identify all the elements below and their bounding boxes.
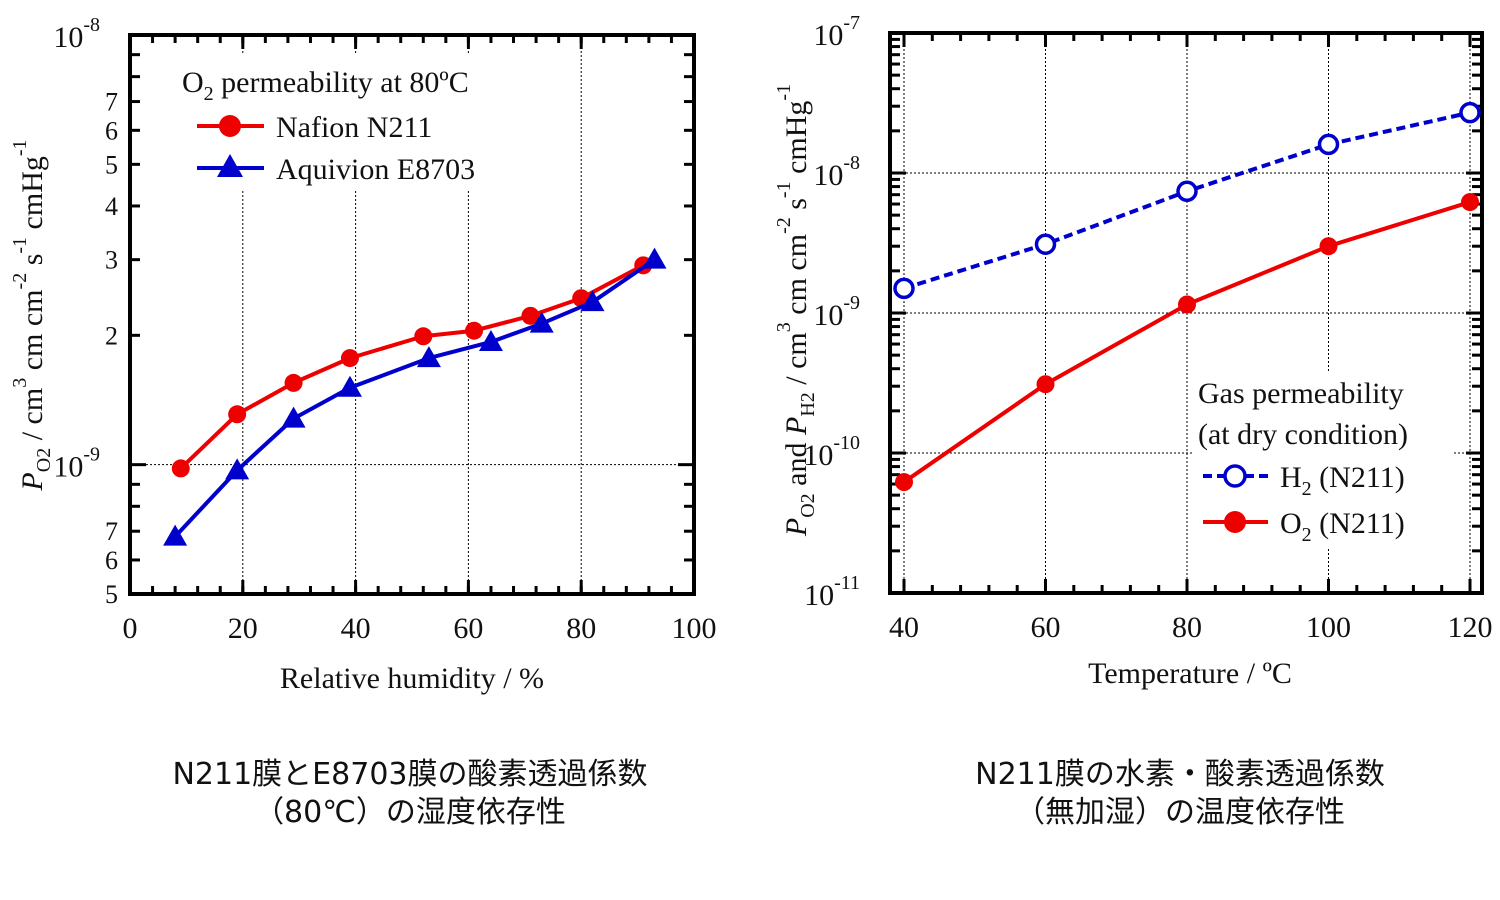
left-series-1-point <box>642 247 667 269</box>
left-series-1-point <box>281 406 306 428</box>
left-x-tick-label: 60 <box>453 612 483 645</box>
right-chart: 40 60 80 100 120 10-7 10-8 10-9 10-10 10-11 Temp… <box>773 12 1493 690</box>
right-y-axis-title: PO2 and PH2 / cm3 cm cm-2 s-1 cmHg-1 <box>773 84 819 537</box>
legend-label-aquivion: Aquivion E8703 <box>276 153 475 186</box>
legend-label-nafion: Nafion N211 <box>276 111 432 144</box>
right-series <box>893 101 1481 492</box>
left-series-1-point <box>225 458 250 480</box>
right-series-0-point <box>1034 233 1057 255</box>
legend-label-h2: H2 (N211) <box>1280 461 1405 500</box>
left-x-tick-label: 0 <box>123 612 138 645</box>
legend-marker-o2 <box>1224 511 1246 533</box>
left-series-0-point <box>228 405 247 424</box>
right-series-0-point <box>893 277 915 300</box>
right-caption-line2: （無加湿）の温度依存性 <box>1015 795 1345 830</box>
legend-marker-nafion <box>219 115 241 137</box>
left-series-1-point <box>163 524 188 546</box>
right-y-tick-label: 10-10 <box>803 432 860 472</box>
right-series-0-point <box>1317 133 1340 156</box>
left-series-0-point <box>465 321 484 340</box>
right-caption: N211膜の水素・酸素透過係数 （無加湿）の温度依存性 <box>830 756 1500 832</box>
right-series-1-point <box>1178 295 1196 314</box>
left-y-tick-label: 10-9 <box>53 444 100 484</box>
right-y-tick-label: 10-9 <box>813 292 860 332</box>
left-y-minor-tick-label: 5 <box>105 150 118 179</box>
left-caption-line1: N211膜とE8703膜の酸素透過係数 <box>172 757 648 792</box>
legend-label-o2: O2 (N211) <box>1280 507 1405 546</box>
right-y-tick-label: 10-8 <box>813 152 860 192</box>
right-x-tick-label: 40 <box>889 611 919 644</box>
left-caption-line2: （80℃）の湿度依存性 <box>254 795 566 830</box>
right-x-tick-label: 120 <box>1448 611 1493 644</box>
right-plot-frame <box>888 31 1484 595</box>
left-plot-frame <box>128 33 696 596</box>
left-legend: O2 permeability at 80ºC Nafion N211 Aqui… <box>180 55 525 190</box>
left-series <box>163 247 667 546</box>
right-caption-line1: N211膜の水素・酸素透過係数 <box>975 757 1385 792</box>
right-series-0-point <box>1459 101 1481 124</box>
legend-marker-aquivion <box>217 154 243 177</box>
right-series-0-point <box>1176 180 1198 203</box>
right-legend-title-line2: (at dry condition) <box>1198 418 1408 451</box>
left-series-0-point <box>171 459 190 478</box>
left-y-minor-tick-label: 2 <box>105 321 118 350</box>
right-x-tick-label: 60 <box>1031 611 1061 644</box>
left-y-tick-label: 10-8 <box>53 14 100 54</box>
left-x-tick-label: 20 <box>228 612 258 645</box>
left-y-minor-tick-label: 5 <box>105 580 118 609</box>
left-x-tick-label: 80 <box>566 612 596 645</box>
right-series-1-point <box>1036 375 1055 394</box>
left-y-minor-tick-label: 7 <box>105 517 118 546</box>
left-series-1-point <box>337 375 362 397</box>
right-series-1-point <box>1319 237 1338 256</box>
left-series-1-point <box>529 311 554 333</box>
left-series-1-point <box>416 346 441 368</box>
left-x-tick-label: 40 <box>341 612 371 645</box>
right-legend: Gas permeability (at dry condition) H2 (… <box>1192 372 1454 547</box>
right-legend-title-line1: Gas permeability <box>1198 377 1404 410</box>
left-y-minor-tick-label: 6 <box>105 116 118 145</box>
left-x-tick-labels: 0 20 40 60 80 100 <box>123 612 717 645</box>
right-x-tick-labels: 40 60 80 100 120 <box>889 611 1493 644</box>
right-series-1-point <box>895 473 913 492</box>
left-legend-title: O2 permeability at 80ºC <box>182 66 469 105</box>
left-series-0-point <box>414 327 433 346</box>
right-x-tick-label: 100 <box>1306 611 1351 644</box>
right-x-axis-title: Temperature / ºC <box>1088 657 1292 690</box>
left-y-minor-tick-label: 7 <box>105 88 118 117</box>
right-y-tick-label: 10-7 <box>813 12 860 52</box>
left-y-minor-tick-label: 4 <box>105 192 118 221</box>
right-series-1-point <box>1461 193 1479 212</box>
left-x-tick-label: 100 <box>672 612 717 645</box>
left-caption: N211膜とE8703膜の酸素透過係数 （80℃）の湿度依存性 <box>60 756 760 832</box>
legend-marker-h2 <box>1223 464 1247 488</box>
left-series-0-point <box>284 373 303 392</box>
left-series-0-point <box>521 306 540 325</box>
left-series-0-point <box>340 349 359 368</box>
right-y-tick-labels: 10-7 10-8 10-9 10-10 10-11 <box>803 12 860 612</box>
right-y-tick-label: 10-11 <box>804 572 860 612</box>
left-series-1-point <box>580 290 605 312</box>
left-series-1-point <box>478 329 503 351</box>
left-x-axis-title: Relative humidity / % <box>280 662 544 695</box>
left-y-minor-tick-label: 6 <box>105 546 118 575</box>
left-y-minor-tick-label: 3 <box>105 246 118 275</box>
right-x-tick-label: 80 <box>1172 611 1202 644</box>
left-y-axis-title: PO2 / cm3 cm cm-2 s-1 cmHg-1 <box>9 139 55 491</box>
